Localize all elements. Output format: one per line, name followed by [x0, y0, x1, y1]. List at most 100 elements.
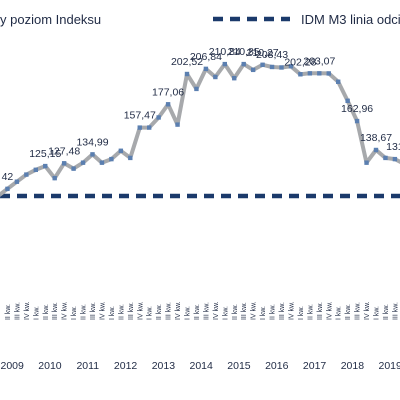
data-point [156, 115, 161, 120]
quarter-tick-label: IV kw. [175, 301, 182, 320]
data-point [194, 86, 199, 92]
data-point [354, 118, 360, 124]
quarter-tick-label: II kw. [307, 304, 314, 320]
data-point [203, 66, 209, 72]
quarter-tick-label: I kw. [71, 306, 78, 320]
data-point [373, 147, 379, 153]
data-point [71, 166, 76, 171]
quarter-tick-label: III kw. [166, 302, 173, 320]
quarter-tick-label: I kw. [298, 306, 305, 320]
data-point [383, 155, 388, 161]
data-label: 138,67 [360, 132, 392, 144]
quarter-tick-label: II kw. [118, 304, 125, 320]
data-label: 203,07 [303, 55, 335, 67]
plot-area: 42125,15127,48134,99157,47177,06202,5220… [0, 46, 400, 372]
data-point [184, 71, 190, 77]
quarter-tick-label: III kw. [317, 302, 324, 320]
data-label: 177,06 [152, 86, 184, 98]
data-point [52, 175, 57, 181]
data-point [128, 155, 133, 161]
year-label: 2019 [378, 360, 400, 372]
quarter-tick-label: IV kw. [24, 301, 31, 320]
data-point [137, 125, 142, 130]
quarter-tick-label: III kw. [203, 302, 210, 320]
data-label: 157,47 [124, 110, 156, 122]
quarter-tick-label: II kw. [383, 304, 390, 320]
quarter-tick-label: III kw. [128, 302, 135, 320]
data-point [250, 67, 256, 73]
quarter-tick-label: II kw. [232, 304, 239, 320]
data-point [336, 79, 341, 84]
data-label: 208,43 [256, 49, 288, 61]
quarter-tick-label: II kw. [270, 304, 277, 320]
data-label: 206,84 [190, 51, 222, 63]
data-point [364, 160, 369, 165]
data-point [33, 167, 38, 173]
quarter-tick-label: III kw. [52, 302, 59, 320]
data-label: 131 [386, 141, 400, 153]
year-label: 2018 [341, 360, 365, 372]
data-point [279, 65, 284, 70]
data-point [80, 160, 86, 165]
data-point [288, 64, 294, 69]
quarter-tick-label: IV kw. [251, 301, 258, 320]
data-label: 162,96 [341, 103, 373, 115]
data-label: 127,48 [48, 145, 80, 157]
data-point [222, 61, 227, 67]
quarter-tick-label: I kw. [336, 306, 343, 320]
data-point [269, 64, 275, 70]
data-point [392, 156, 398, 162]
quarter-tick-label: II kw. [43, 304, 50, 320]
data-point [165, 102, 171, 107]
data-point [317, 71, 322, 76]
quarter-tick-label: III kw. [355, 302, 362, 320]
quarter-tick-label: III kw. [241, 302, 248, 320]
data-point [99, 160, 105, 165]
data-point [175, 122, 180, 127]
data-point [232, 75, 237, 81]
quarter-tick-label: II kw. [194, 304, 201, 320]
year-label: 2012 [114, 360, 138, 372]
year-label: 2017 [303, 360, 327, 372]
data-label: 210,84 [209, 46, 241, 58]
data-label: 202,52 [171, 56, 203, 68]
quarter-tick-label: I kw. [33, 306, 40, 320]
year-label: 2015 [227, 360, 251, 372]
data-point [5, 186, 10, 192]
data-point [118, 148, 124, 153]
data-point [345, 98, 350, 103]
data-label: 202,28 [284, 56, 316, 68]
year-label: 2011 [76, 360, 99, 372]
quarter-tick-label: II kw. [81, 304, 88, 320]
quarter-tick-label: IV kw. [213, 301, 220, 320]
data-label: 42 [2, 171, 14, 183]
data-label: 210,27 [247, 47, 279, 59]
data-point [260, 62, 265, 67]
legend-ref-label: IDM M3 linia odcięc [301, 12, 400, 27]
quarter-tick-label: I kw. [374, 306, 381, 320]
legend: y poziom Indeksu IDM M3 linia odcięc [0, 12, 400, 27]
quarter-tick-label: IV kw. [288, 301, 295, 320]
year-label: 2016 [265, 360, 289, 372]
year-label: 2010 [38, 360, 62, 372]
data-point [109, 156, 114, 162]
data-label: 125,15 [29, 148, 61, 160]
legend-series-label: y poziom Indeksu [0, 12, 101, 27]
year-label: 2014 [189, 360, 213, 372]
quarter-tick-label: II kw. [156, 304, 163, 320]
data-label: 134,99 [76, 136, 108, 148]
quarter-tick-label: I kw. [222, 306, 229, 320]
data-point [326, 71, 331, 76]
data-point [24, 172, 29, 177]
quarter-tick-label: II kw. [345, 304, 352, 320]
data-point [43, 163, 48, 169]
year-label: 2013 [152, 360, 176, 372]
quarter-tick-label: I kw. [109, 306, 116, 320]
quarter-tick-label: I kw. [147, 306, 154, 320]
data-point [213, 74, 218, 80]
quarter-tick-label: II kw. [5, 304, 12, 320]
quarter-tick-label: III kw. [279, 302, 286, 320]
data-point [90, 152, 95, 157]
quarter-tick-label: I kw. [260, 306, 267, 320]
